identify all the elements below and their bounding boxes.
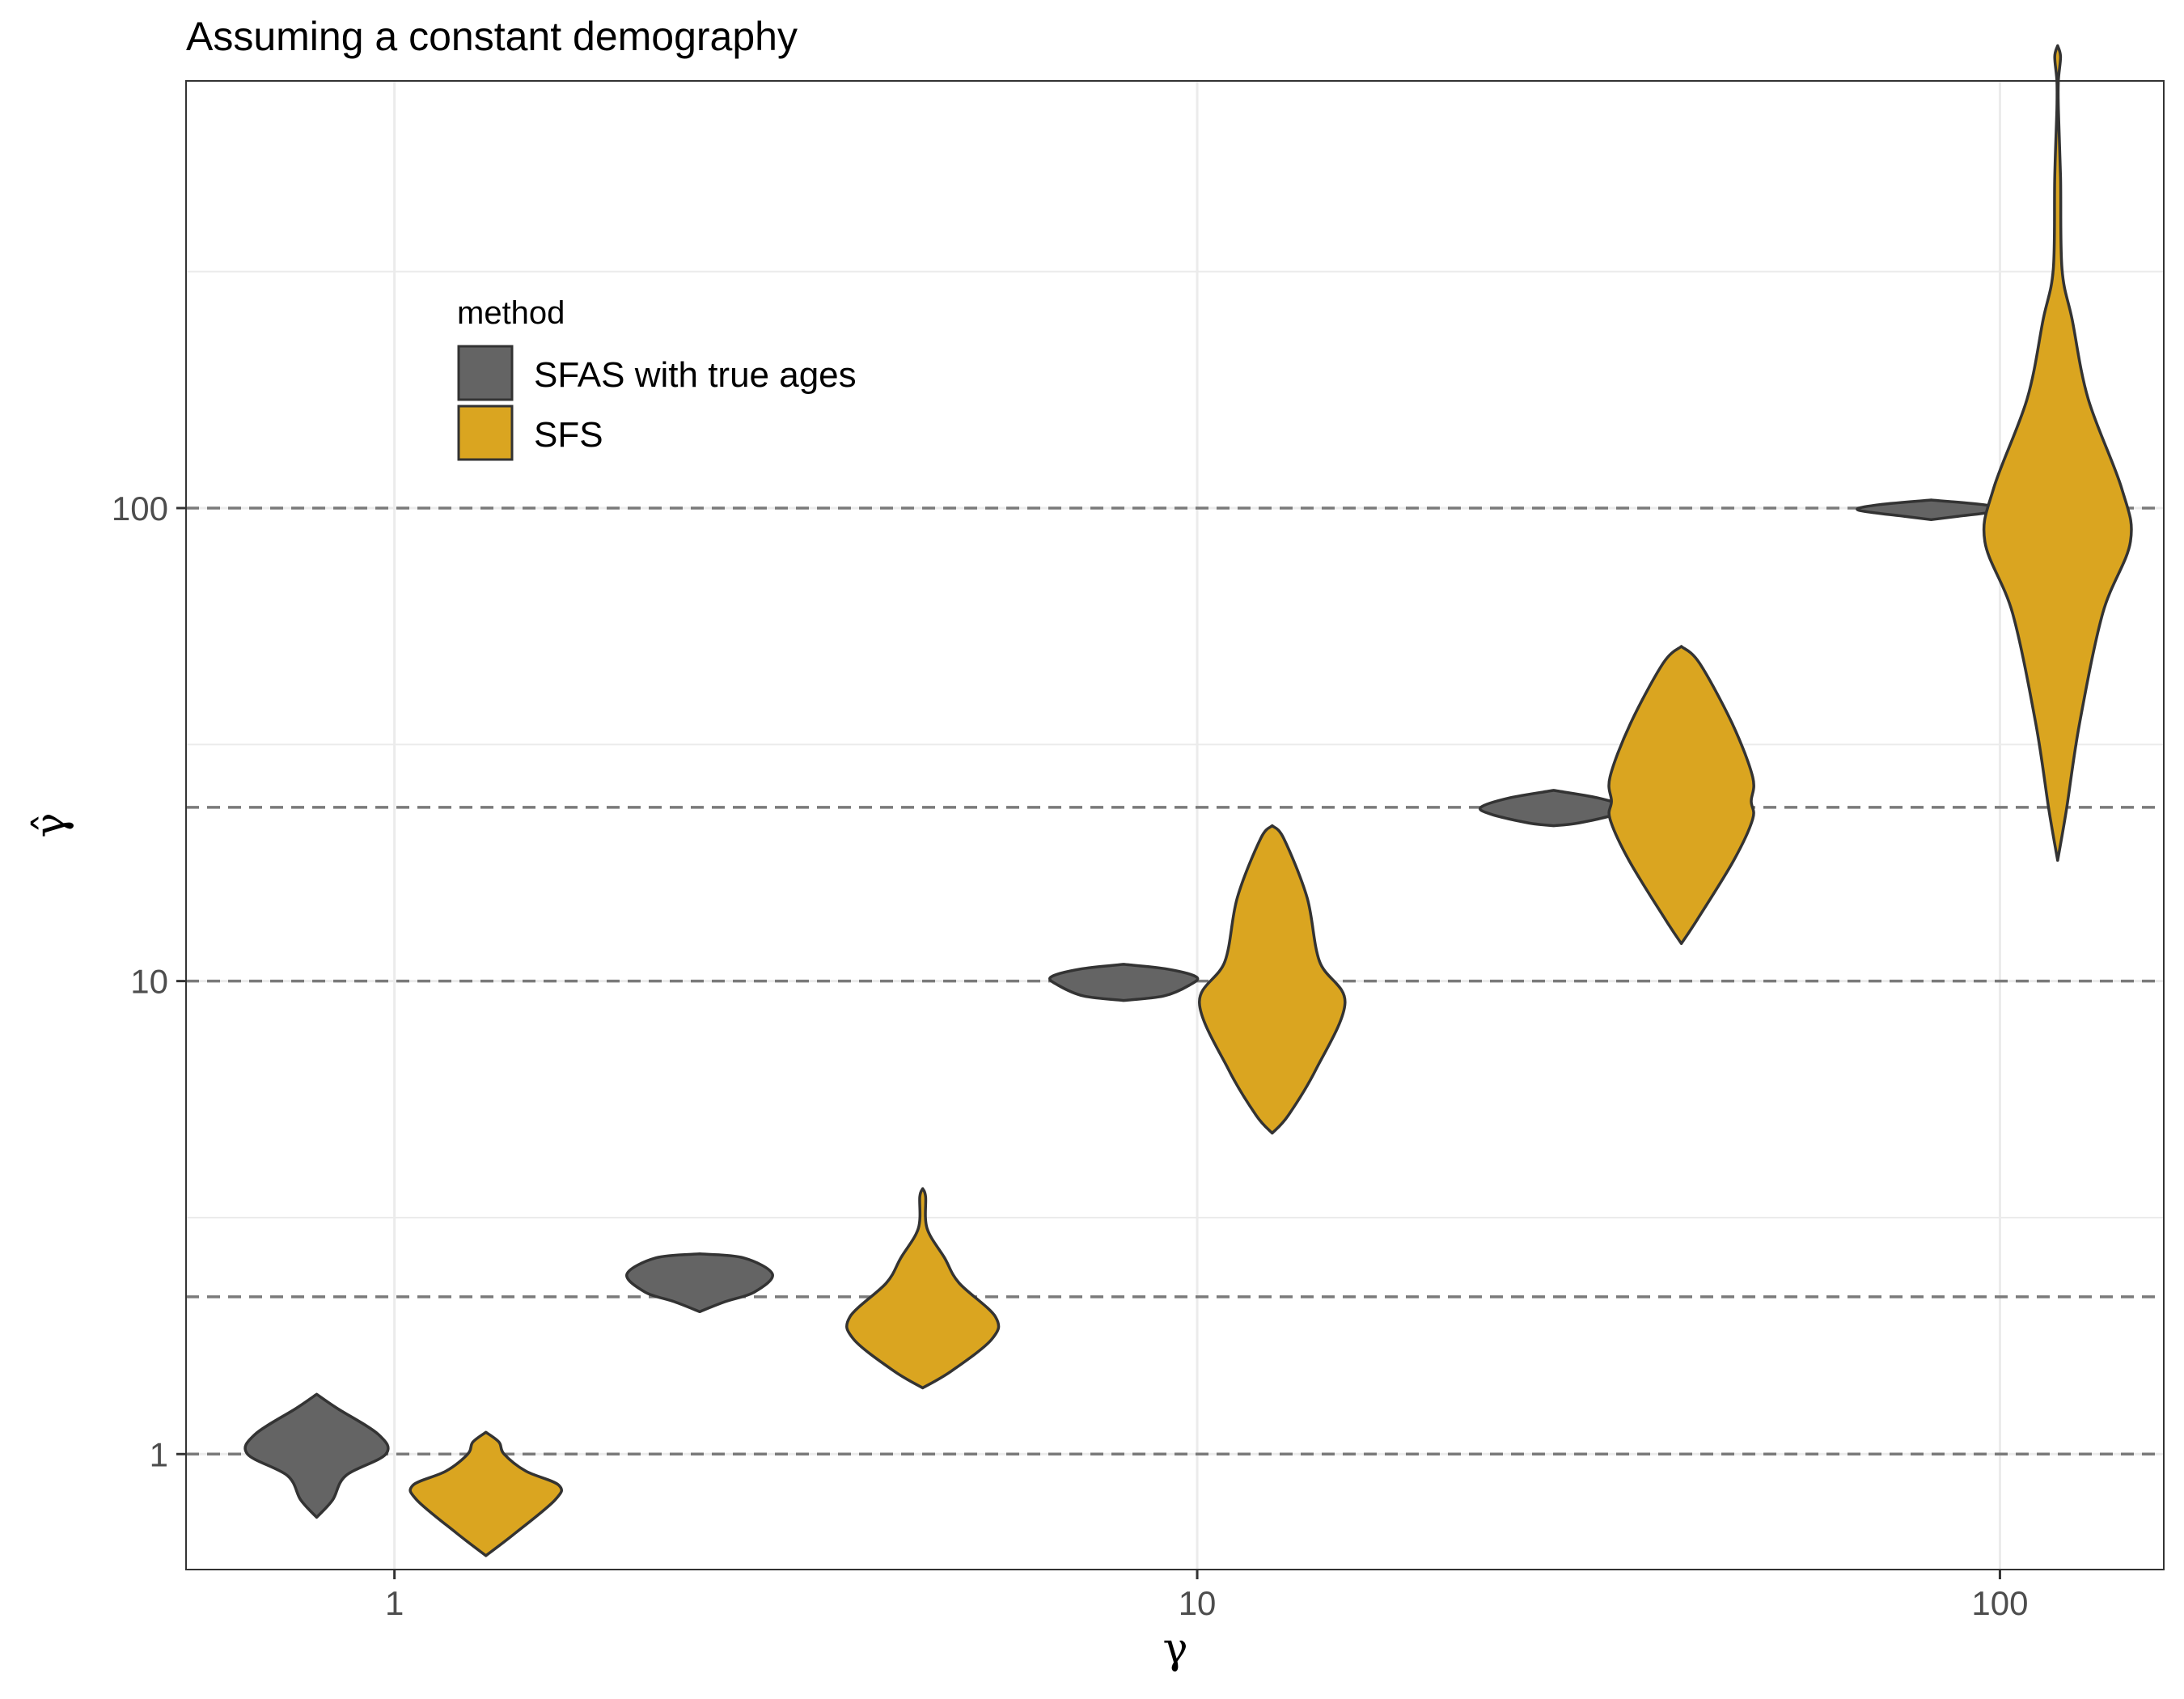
violin-sfas (243, 1392, 390, 1519)
x-tick-label: 100 (1971, 1584, 2028, 1622)
legend-title: method (457, 295, 565, 331)
violin-sfs (845, 1187, 1001, 1390)
violin-sfs (1198, 824, 1347, 1135)
violins (243, 44, 2133, 1557)
legend-label-sfas: SFAS with true ages (534, 355, 857, 395)
legend-key-sfs (457, 405, 514, 461)
x-axis-title: γ (1162, 1625, 1187, 1673)
violin-sfas (625, 1252, 774, 1314)
x-tick-label: 10 (1179, 1584, 1217, 1622)
legend: method SFAS with true ages SFS (457, 295, 857, 461)
y-tick-label: 10 (130, 963, 168, 1001)
violin-sfas (1856, 498, 2007, 522)
violin-sfs (408, 1430, 564, 1557)
violin-sfas (1479, 789, 1629, 828)
legend-key-sfas (457, 345, 514, 401)
violin-sfs (1982, 44, 2133, 862)
panel-border (185, 80, 2165, 1570)
y-tick-label: 1 (150, 1435, 168, 1473)
axes: 1 10 100 1 10 100 (112, 489, 2029, 1622)
y-axis-title: γ̂ (27, 812, 75, 837)
x-tick-label: 1 (385, 1584, 404, 1622)
violin-sfs (1607, 645, 1755, 946)
legend-label-sfs: SFS (534, 415, 603, 455)
violin-sfas (1048, 963, 1200, 1002)
chart-title: Assuming a constant demography (186, 14, 798, 59)
y-tick-label: 100 (112, 489, 168, 527)
